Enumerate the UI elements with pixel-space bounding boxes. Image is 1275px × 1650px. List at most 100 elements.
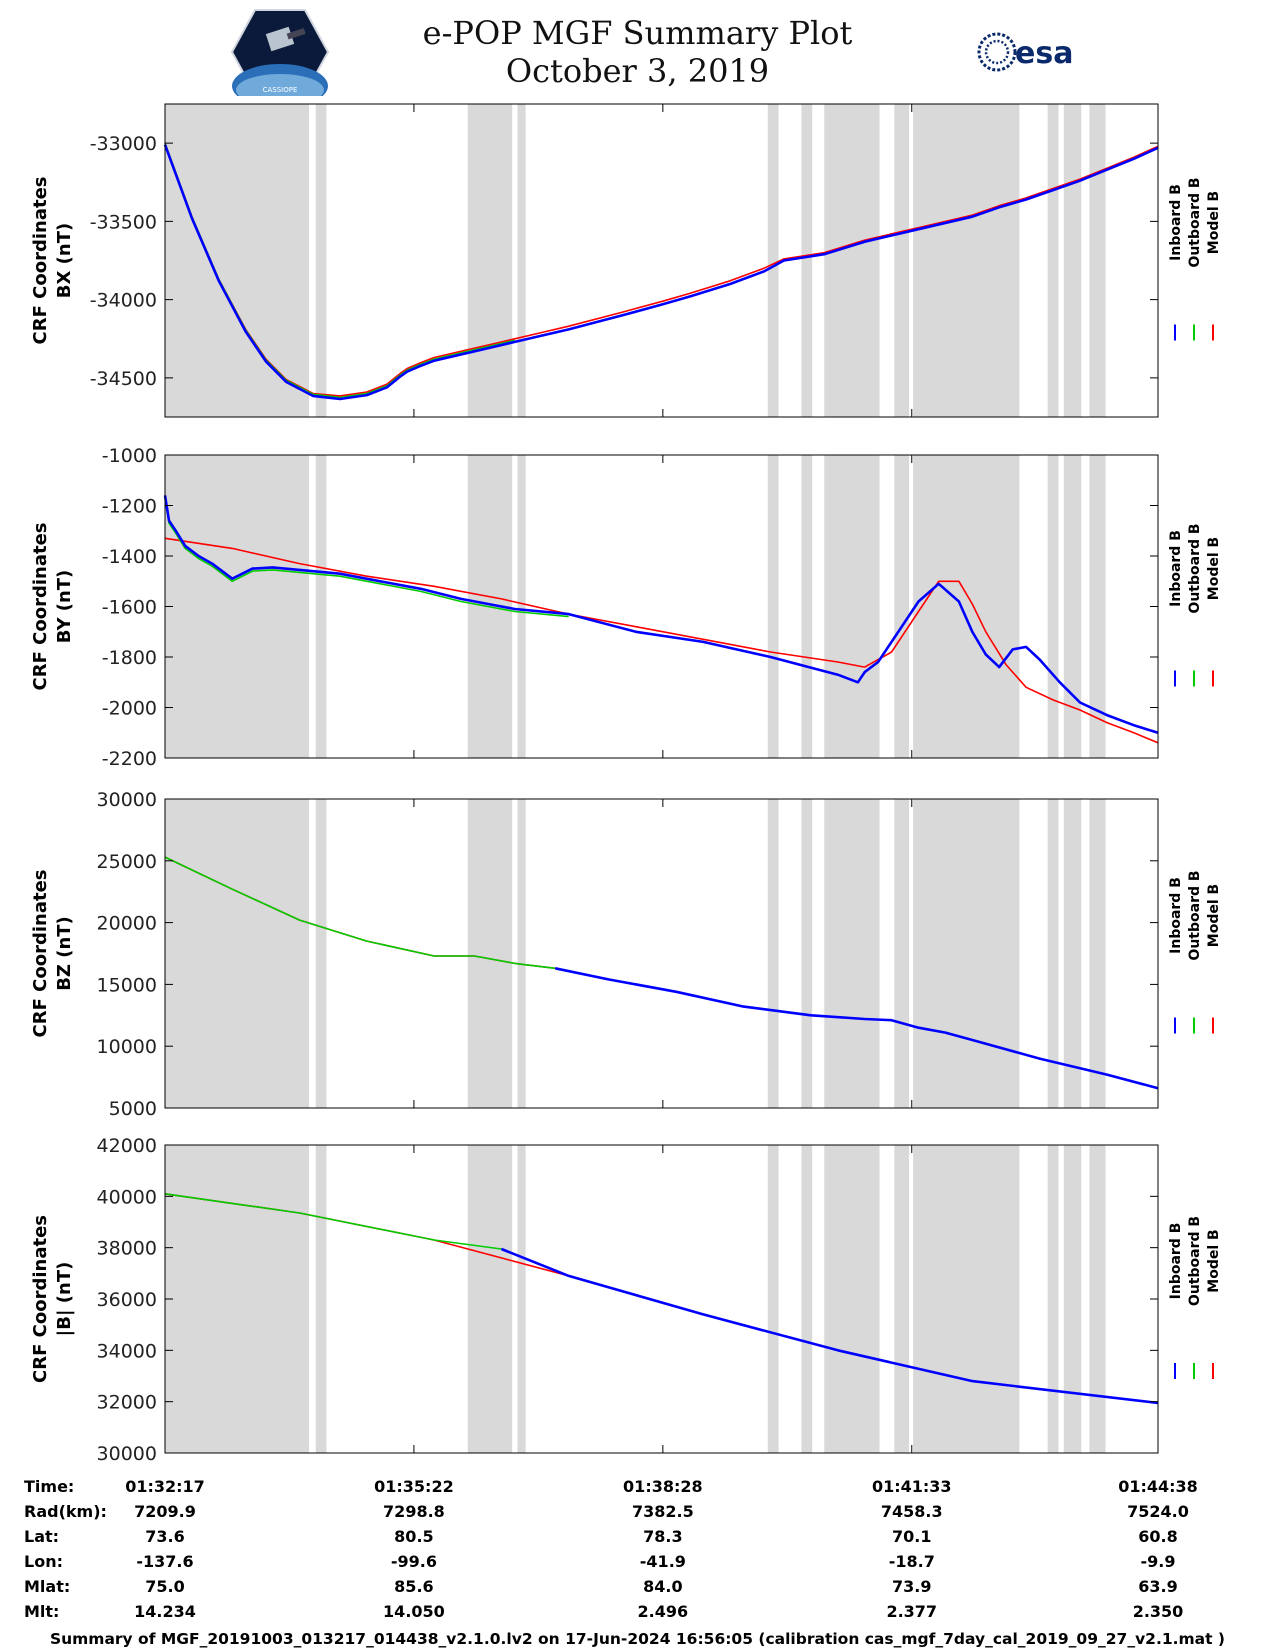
panel-by: -1000 -1200 -1400 -1600 -1800 -2000 -2200 CRF C…: [30, 445, 1222, 770]
y-tick-label: -1800: [102, 647, 157, 669]
data-gap-band: [1089, 799, 1106, 1108]
y-tick-label: -33500: [90, 211, 157, 233]
y-tick-label: -34000: [90, 290, 157, 312]
legend-label-inboard-b: Inboard B: [1168, 530, 1184, 607]
plot-frame-bx: [164, 103, 1159, 418]
y-tick-label: 38000: [97, 1238, 157, 1260]
data-gap-band: [913, 1145, 1020, 1453]
data-gap-band: [1047, 1145, 1059, 1453]
data-gap-band: [1089, 104, 1106, 417]
ephemeris-value: 01:41:33: [872, 1477, 952, 1496]
data-gap-band: [165, 799, 309, 1108]
data-gap-band: [824, 799, 880, 1108]
ephemeris-value: -9.9: [1141, 1552, 1176, 1571]
series-line-bz-outboard-b: [164, 856, 556, 970]
ephemeris-value: 73.9: [892, 1577, 931, 1596]
legend-label-model-b: Model B: [1206, 537, 1222, 600]
y-axis-label-by: CRF Coordinates BY (nT): [30, 523, 75, 691]
data-gap-band: [165, 1145, 309, 1453]
ephemeris-value: 7209.9: [134, 1502, 196, 1521]
legend-label-inboard-b: Inboard B: [1168, 1223, 1184, 1300]
panel-bmag: 42000 40000 38000 36000 34000 32000 30000 CRF C…: [30, 1135, 1222, 1465]
data-gap-band: [1047, 799, 1059, 1108]
y-tick-label: 5000: [109, 1098, 157, 1120]
panel-bz: 30000 25000 20000 15000 10000 5000 CRF Coordin…: [30, 789, 1222, 1120]
ephemeris-value: -41.9: [640, 1552, 686, 1571]
ephemeris-value: 85.6: [394, 1577, 433, 1596]
y-tick-label: -33000: [90, 133, 157, 155]
series-line-by-inboard-b: [163, 495, 1159, 735]
series-line-bmag-inboard-b: [500, 1247, 1159, 1405]
ephemeris-value: 2.350: [1133, 1602, 1184, 1621]
esa-logo-icon: esa: [977, 32, 1073, 72]
series-line-by-outboard-b: [164, 497, 569, 618]
legend-label-outboard-b: Outboard B: [1187, 1216, 1203, 1306]
legend-label-outboard-b: Outboard B: [1187, 523, 1203, 613]
series-line-bz-inboard-b: [554, 967, 1159, 1090]
data-gap-band: [1063, 455, 1082, 758]
y-tick-label: 32000: [97, 1392, 157, 1414]
y-axis-label-bmag: CRF Coordinates |B| (nT): [30, 1215, 75, 1383]
legend-label-inboard-b: Inboard B: [1168, 184, 1184, 261]
ephemeris-row-label: Rad(km):: [24, 1502, 107, 1521]
data-gap-band: [315, 455, 327, 758]
ephemeris-value: 78.3: [643, 1527, 682, 1546]
y-tick-label: -1000: [102, 445, 157, 467]
data-gap-band: [824, 455, 880, 758]
data-gap-band: [767, 104, 779, 417]
ephemeris-value: 60.8: [1138, 1527, 1177, 1546]
y-tick-label: -34500: [90, 368, 157, 390]
ephemeris-value: 01:32:17: [125, 1477, 205, 1496]
cassiope-logo-text: CASSIOPE: [263, 86, 298, 94]
data-gap-band: [165, 104, 309, 417]
data-gap-band: [767, 799, 779, 1108]
ephemeris-value: 63.9: [1138, 1577, 1177, 1596]
data-gap-band: [894, 799, 910, 1108]
ephemeris-value: -18.7: [889, 1552, 935, 1571]
y-tick-label: 40000: [97, 1186, 157, 1208]
footer-summary: Summary of MGF_20191003_013217_014438_v2…: [49, 1630, 1226, 1648]
ephemeris-value: 01:38:28: [623, 1477, 703, 1496]
ephemeris-value: 73.6: [145, 1527, 184, 1546]
data-gap-band: [517, 104, 526, 417]
data-gap-band: [467, 799, 513, 1108]
y-tick-label: 30000: [97, 1443, 157, 1465]
title-line-1: e-POP MGF Summary Plot: [422, 14, 853, 52]
y-tick-label: 36000: [97, 1289, 157, 1311]
data-gap-band: [801, 1145, 813, 1453]
y-tick-label: 42000: [97, 1135, 157, 1157]
data-gap-band: [767, 1145, 779, 1453]
y-tick-label: 25000: [97, 851, 157, 873]
y-tick-label: -1400: [102, 546, 157, 568]
ephemeris-value: 7458.3: [881, 1502, 943, 1521]
data-gap-band: [467, 104, 513, 417]
title-line-2: October 3, 2019: [505, 52, 770, 90]
data-gap-band: [801, 104, 813, 417]
y-tick-label: -1600: [102, 597, 157, 619]
y-axis-label-bx: CRF Coordinates BX (nT): [30, 177, 75, 345]
ephemeris-value: 14.234: [134, 1602, 196, 1621]
data-gap-band: [913, 799, 1020, 1108]
data-gap-band: [517, 1145, 526, 1453]
data-gap-band: [1063, 104, 1082, 417]
data-gap-band: [517, 799, 526, 1108]
ephemeris-value: 01:35:22: [374, 1477, 454, 1496]
ephemeris-value: 01:44:38: [1118, 1477, 1198, 1496]
data-gap-band: [767, 455, 779, 758]
ephemeris-row-label: Time:: [24, 1477, 74, 1496]
data-gap-band: [913, 455, 1020, 758]
data-gap-band: [1063, 799, 1082, 1108]
data-gap-band: [894, 104, 910, 417]
ephemeris-row-label: Lon:: [24, 1552, 63, 1571]
series-line-bmag-outboard-b: [164, 1193, 502, 1250]
y-axis-label-bz: CRF Coordinates BZ (nT): [30, 870, 75, 1038]
ephemeris-value: 7298.8: [383, 1502, 445, 1521]
data-gap-band: [1047, 104, 1059, 417]
ephemeris-row-label: Mlt:: [24, 1602, 59, 1621]
data-gap-band: [1089, 455, 1106, 758]
cassiope-logo-icon: CASSIOPE: [230, 9, 330, 96]
ephemeris-row-label: Lat:: [24, 1527, 59, 1546]
data-gap-band: [1047, 455, 1059, 758]
data-gap-band: [315, 1145, 327, 1453]
legend-label-outboard-b: Outboard B: [1187, 177, 1203, 267]
